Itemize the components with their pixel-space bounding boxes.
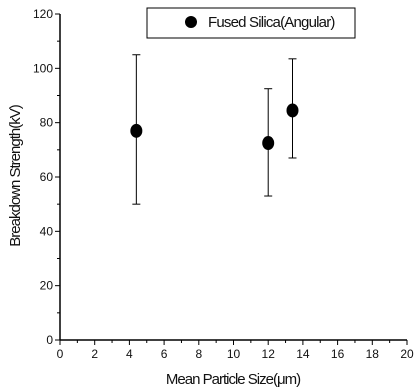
x-tick-label: 20	[400, 347, 414, 361]
x-tick-label: 18	[366, 347, 380, 361]
x-tick-label: 0	[57, 347, 64, 361]
y-tick-label: 0	[46, 333, 53, 347]
y-tick-label: 60	[40, 170, 54, 184]
plot-frame	[59, 14, 407, 341]
legend: Fused Silica(Angular)	[146, 7, 356, 39]
legend-box	[146, 7, 356, 39]
x-tick-label: 12	[262, 347, 276, 361]
x-tick-label: 14	[296, 347, 310, 361]
error-bars	[132, 54, 297, 205]
x-tick-label: 2	[91, 347, 98, 361]
data-point	[130, 123, 143, 138]
x-tick-label: 8	[195, 347, 202, 361]
y-tick-label: 40	[40, 224, 54, 238]
data-point	[262, 136, 275, 151]
x-tick-label: 16	[331, 347, 345, 361]
y-tick-label: 100	[33, 61, 53, 75]
y-axis: 0 20 40 60 80 100 120	[33, 7, 60, 347]
y-tick-label: 120	[33, 7, 53, 21]
data-point	[286, 103, 299, 118]
x-axis-title: Mean Particle Size(μm)	[166, 371, 301, 388]
y-axis-title: Breakdown Strength(kV)	[7, 104, 24, 246]
y-tick-label: 20	[40, 279, 54, 293]
x-tick-label: 6	[161, 347, 168, 361]
legend-label: Fused Silica(Angular)	[208, 14, 335, 31]
x-tick-label: 10	[227, 347, 241, 361]
x-axis: 0 2 4 6 8 10 12 14 16 18 20	[57, 340, 414, 361]
legend-marker	[185, 16, 197, 28]
x-tick-label: 4	[126, 347, 133, 361]
data-points	[130, 103, 299, 151]
y-tick-label: 80	[40, 116, 54, 130]
